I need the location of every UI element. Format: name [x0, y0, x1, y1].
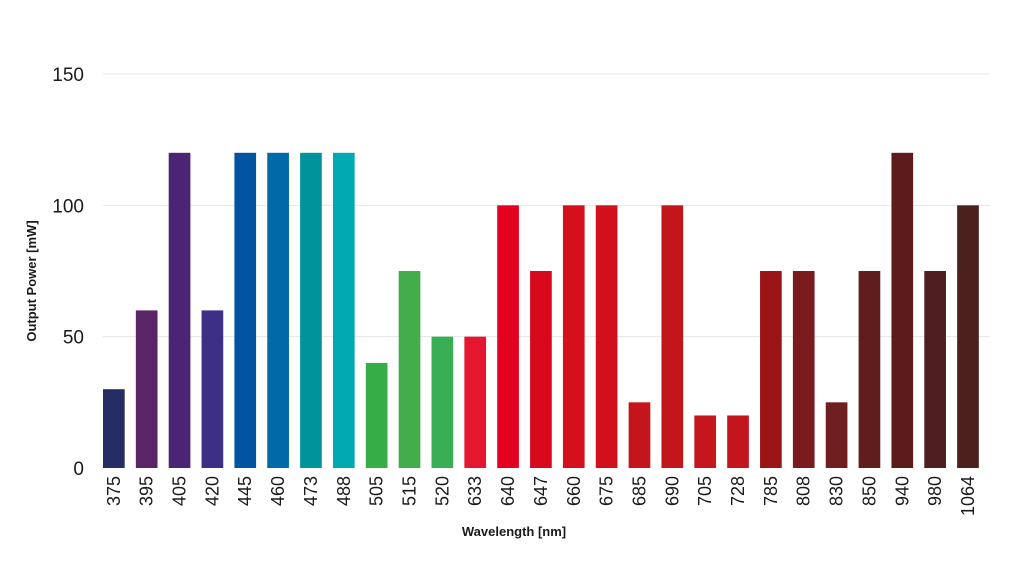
bar-460	[267, 152, 289, 469]
x-tick-label: 660	[564, 476, 584, 506]
y-tick-label: 100	[52, 196, 84, 217]
x-tick-label: 728	[728, 476, 748, 506]
x-tick-label: 375	[104, 476, 124, 506]
y-tick-label: 50	[63, 328, 84, 349]
x-tick-label: 640	[498, 476, 518, 506]
bar-473	[300, 152, 322, 469]
bar-647	[530, 271, 552, 468]
bar-705	[694, 415, 717, 468]
bar-940	[891, 152, 914, 469]
x-tick-label: 850	[859, 476, 879, 506]
bars	[103, 152, 979, 469]
x-tick-label: 633	[465, 476, 485, 506]
bar-690	[661, 205, 684, 469]
bar-685	[628, 402, 651, 468]
x-tick-label: 940	[892, 476, 912, 506]
x-tick-label: 647	[531, 476, 551, 506]
y-tick-label: 0	[73, 459, 84, 480]
y-tick-label: 150	[52, 65, 84, 86]
bar-505	[365, 362, 388, 468]
x-tick-label: 420	[202, 476, 222, 506]
x-tick-label: 980	[925, 476, 945, 506]
x-tick-label: 685	[629, 476, 649, 506]
bar-675	[595, 205, 618, 469]
bar-515	[398, 271, 421, 468]
x-tick-label: 473	[301, 476, 321, 506]
x-tick-label: 488	[334, 476, 354, 506]
bar-1064	[957, 205, 979, 469]
bar-850	[858, 271, 881, 468]
bar-375	[103, 389, 125, 468]
bar-660	[562, 205, 585, 469]
bar-445	[234, 152, 257, 469]
x-tick-label: 705	[695, 476, 715, 506]
x-axis-title: Wavelength [nm]	[462, 524, 566, 539]
bar-640	[497, 205, 519, 469]
x-tick-label: 690	[662, 476, 682, 506]
bar-405	[168, 152, 191, 469]
x-tick-label: 1064	[958, 476, 978, 516]
x-tick-label: 808	[794, 476, 814, 506]
y-tick-labels: 0 50 100 150	[52, 65, 84, 480]
bar-728	[727, 415, 749, 468]
bar-633	[464, 336, 487, 468]
x-tick-labels: 375 395 405 420 445 460 473 488 505 515 520 633 640 6…	[104, 476, 978, 516]
x-tick-label: 405	[170, 476, 190, 506]
bar-395	[135, 310, 158, 468]
bar-420	[201, 310, 224, 468]
x-tick-label: 515	[400, 476, 420, 506]
x-tick-label: 785	[761, 476, 781, 506]
bar-520	[431, 336, 454, 468]
x-tick-label: 830	[827, 476, 847, 506]
y-axis-title: Output Power [mW]	[24, 220, 39, 341]
bar-980	[924, 271, 946, 468]
bar-488	[332, 152, 355, 469]
x-tick-label: 395	[137, 476, 157, 506]
bar-785	[760, 271, 782, 468]
x-tick-label: 505	[367, 476, 387, 506]
x-tick-label: 460	[268, 476, 288, 506]
x-tick-label: 445	[235, 476, 255, 506]
bar-830	[825, 402, 848, 468]
bar-808	[792, 271, 815, 468]
x-tick-label: 675	[597, 476, 617, 506]
x-tick-label: 520	[432, 476, 452, 506]
